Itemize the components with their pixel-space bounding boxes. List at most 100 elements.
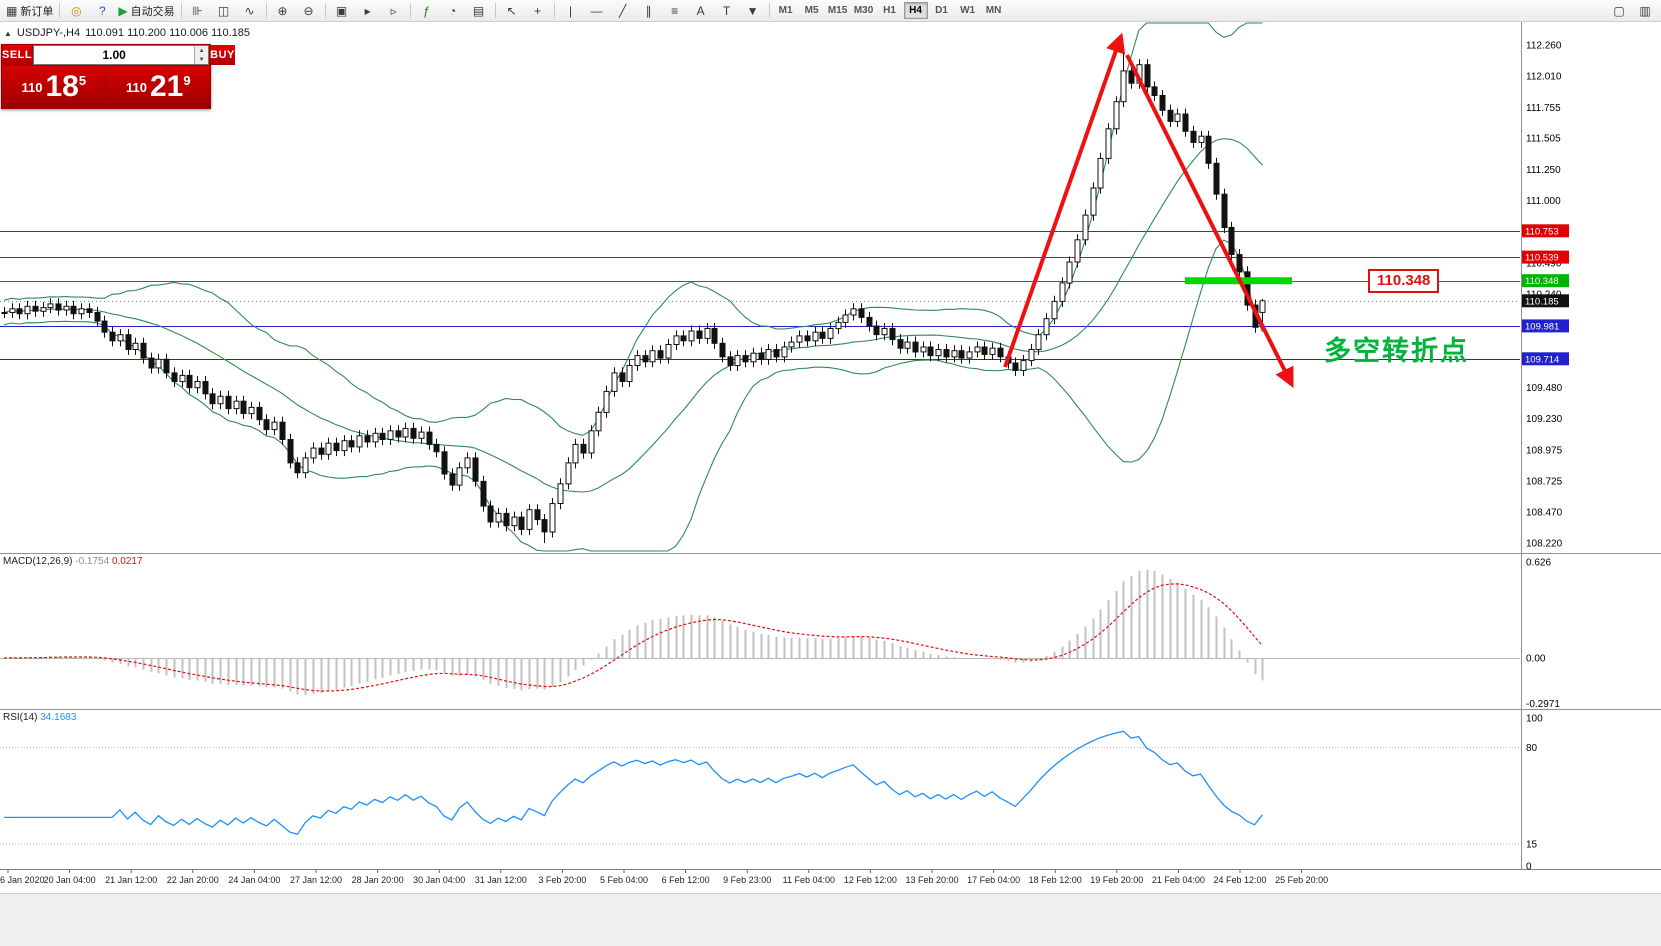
sell-button[interactable]: SELL <box>2 45 33 65</box>
buy-button[interactable]: BUY <box>210 45 235 65</box>
time-tick-label: 13 Feb 20:00 <box>905 875 958 885</box>
equidistant-channel-icon[interactable]: ∥ <box>636 1 662 21</box>
timeframe-m15[interactable]: M15 <box>827 5 848 16</box>
candle-body <box>951 350 958 358</box>
help-icon[interactable]: ? <box>89 1 115 21</box>
candle-body <box>179 374 186 383</box>
candle-body <box>958 350 965 359</box>
price-tag-label: 110.753 <box>1525 226 1559 237</box>
rsi-value: 34.1683 <box>40 712 77 723</box>
candlesticks <box>1 45 1266 543</box>
candle-body <box>1259 300 1266 313</box>
chart-shift-icon[interactable]: ▹ <box>381 1 407 21</box>
timeframe-w1[interactable]: W1 <box>960 5 976 16</box>
trend-arrow-up[interactable] <box>1003 32 1126 368</box>
autotrading-button[interactable]: ▶ 自动交易 <box>115 1 177 21</box>
lot-size-field[interactable]: ▲ ▼ <box>33 45 210 65</box>
text-icon[interactable]: A <box>688 1 714 21</box>
candle-body <box>1128 70 1135 84</box>
horizontal-level-lines[interactable] <box>0 231 1520 360</box>
line-chart-icon[interactable]: ∿ <box>237 1 263 21</box>
timeframe-d1[interactable]: D1 <box>935 5 948 16</box>
candlestick-chart-icon-glyph: ◫ <box>217 3 230 18</box>
indicators-icon[interactable]: ƒ <box>414 1 440 21</box>
horizontal-line-icon-glyph: — <box>590 3 603 18</box>
trend-arrow-down[interactable] <box>1125 54 1294 388</box>
candle-body <box>132 342 139 350</box>
arrows-icon[interactable]: ▼ <box>740 1 766 21</box>
timeframe-mn[interactable]: MN <box>985 5 1002 16</box>
toolbar-separator <box>59 3 61 18</box>
timeframe-m30[interactable]: M30 <box>853 5 874 16</box>
buy-price-big: 21 <box>149 70 184 104</box>
candle-body <box>9 308 16 313</box>
candle-body <box>395 430 402 438</box>
candle-body <box>325 442 332 455</box>
cursor-icon[interactable]: ↖ <box>499 1 525 21</box>
zoom-in-icon[interactable]: ⊕ <box>270 1 296 21</box>
candle-body <box>819 331 826 339</box>
candle-body <box>773 349 780 358</box>
toolbar-separator <box>768 3 770 18</box>
candle-body <box>402 427 409 438</box>
candle-body <box>279 421 286 441</box>
fibonacci-icon[interactable]: ≡ <box>662 1 688 21</box>
new-chart-icon[interactable]: ▢ <box>1606 1 1632 21</box>
lot-size-input[interactable] <box>34 46 195 64</box>
chart-annotations[interactable] <box>1003 32 1294 388</box>
cycles-icon[interactable]: ◔ <box>440 1 466 21</box>
candle-body <box>1035 334 1042 351</box>
candle-body <box>480 480 487 507</box>
candle-body <box>1198 135 1205 143</box>
candle-body <box>842 314 849 323</box>
macd-name: MACD(12,26,9) <box>3 556 73 567</box>
candle-body <box>155 358 162 369</box>
candle-body <box>1144 64 1151 88</box>
crosshair-icon[interactable]: + <box>525 1 551 21</box>
profiles-icon[interactable]: ▥ <box>1632 1 1658 21</box>
buy-price-button[interactable]: 110 21 9 <box>106 66 210 108</box>
candle-body <box>1190 130 1197 143</box>
candle-body <box>788 341 795 348</box>
vertical-line-icon[interactable]: | <box>558 1 584 21</box>
mql5-community-icon[interactable]: ◎ <box>63 1 89 21</box>
candle-body <box>140 342 147 359</box>
lot-spinner[interactable]: ▲ ▼ <box>194 46 209 64</box>
time-tick-label: 6 Feb 12:00 <box>662 875 710 885</box>
trendline-icon[interactable]: ╱ <box>610 1 636 21</box>
bb-upper-band <box>3 22 1263 436</box>
tile-windows-icon[interactable]: ▣ <box>329 1 355 21</box>
timeframe-h1[interactable]: H1 <box>883 5 896 16</box>
sell-price-button[interactable]: 110 18 5 <box>2 66 106 108</box>
toolbar: ▦ 新订单 ◎? ▶ 自动交易 ⊪ ◫ ∿ ⊕ ⊖ ▣ ▸ ▹ ƒ ◔ ▤ ↖ + | — ╱ ∥ ≡ A T ▼ M1 M5 M15 M… <box>0 0 1661 22</box>
candle-body <box>372 432 379 443</box>
candlestick-chart-icon[interactable]: ◫ <box>211 1 237 21</box>
panel-frame <box>0 22 1661 946</box>
annotation-note-text[interactable]: 多空转折点 <box>1324 336 1469 366</box>
lot-increase-icon[interactable]: ▲ <box>195 46 209 55</box>
timeframe-h4[interactable]: H4 <box>903 2 928 19</box>
candle-body <box>294 462 301 474</box>
text-label-icon[interactable]: T <box>714 1 740 21</box>
new-order-button[interactable]: ▦ 新订单 <box>3 1 56 21</box>
timeframe-m5[interactable]: M5 <box>804 5 819 16</box>
lot-decrease-icon[interactable]: ▼ <box>195 55 209 64</box>
candle-body <box>1213 162 1220 195</box>
candle-body <box>78 308 85 315</box>
zoom-out-icon[interactable]: ⊖ <box>296 1 322 21</box>
timeframe-m1[interactable]: M1 <box>778 5 793 16</box>
candle-body <box>680 335 687 342</box>
templates-icon[interactable]: ▤ <box>466 1 492 21</box>
auto-scroll-icon[interactable]: ▸ <box>355 1 381 21</box>
bar-chart-icon[interactable]: ⊪ <box>185 1 211 21</box>
candle-body <box>302 457 309 474</box>
indicators-icon-glyph: ƒ <box>423 3 430 18</box>
candle-body <box>341 440 348 452</box>
trendline-icon-glyph: ╱ <box>618 3 627 18</box>
price-level-label[interactable]: 110.348 <box>1368 269 1440 293</box>
horizontal-line-icon[interactable]: — <box>584 1 610 21</box>
candle-body <box>40 307 47 312</box>
fibonacci-icon-glyph: ≡ <box>671 3 679 18</box>
candle-body <box>904 341 911 349</box>
